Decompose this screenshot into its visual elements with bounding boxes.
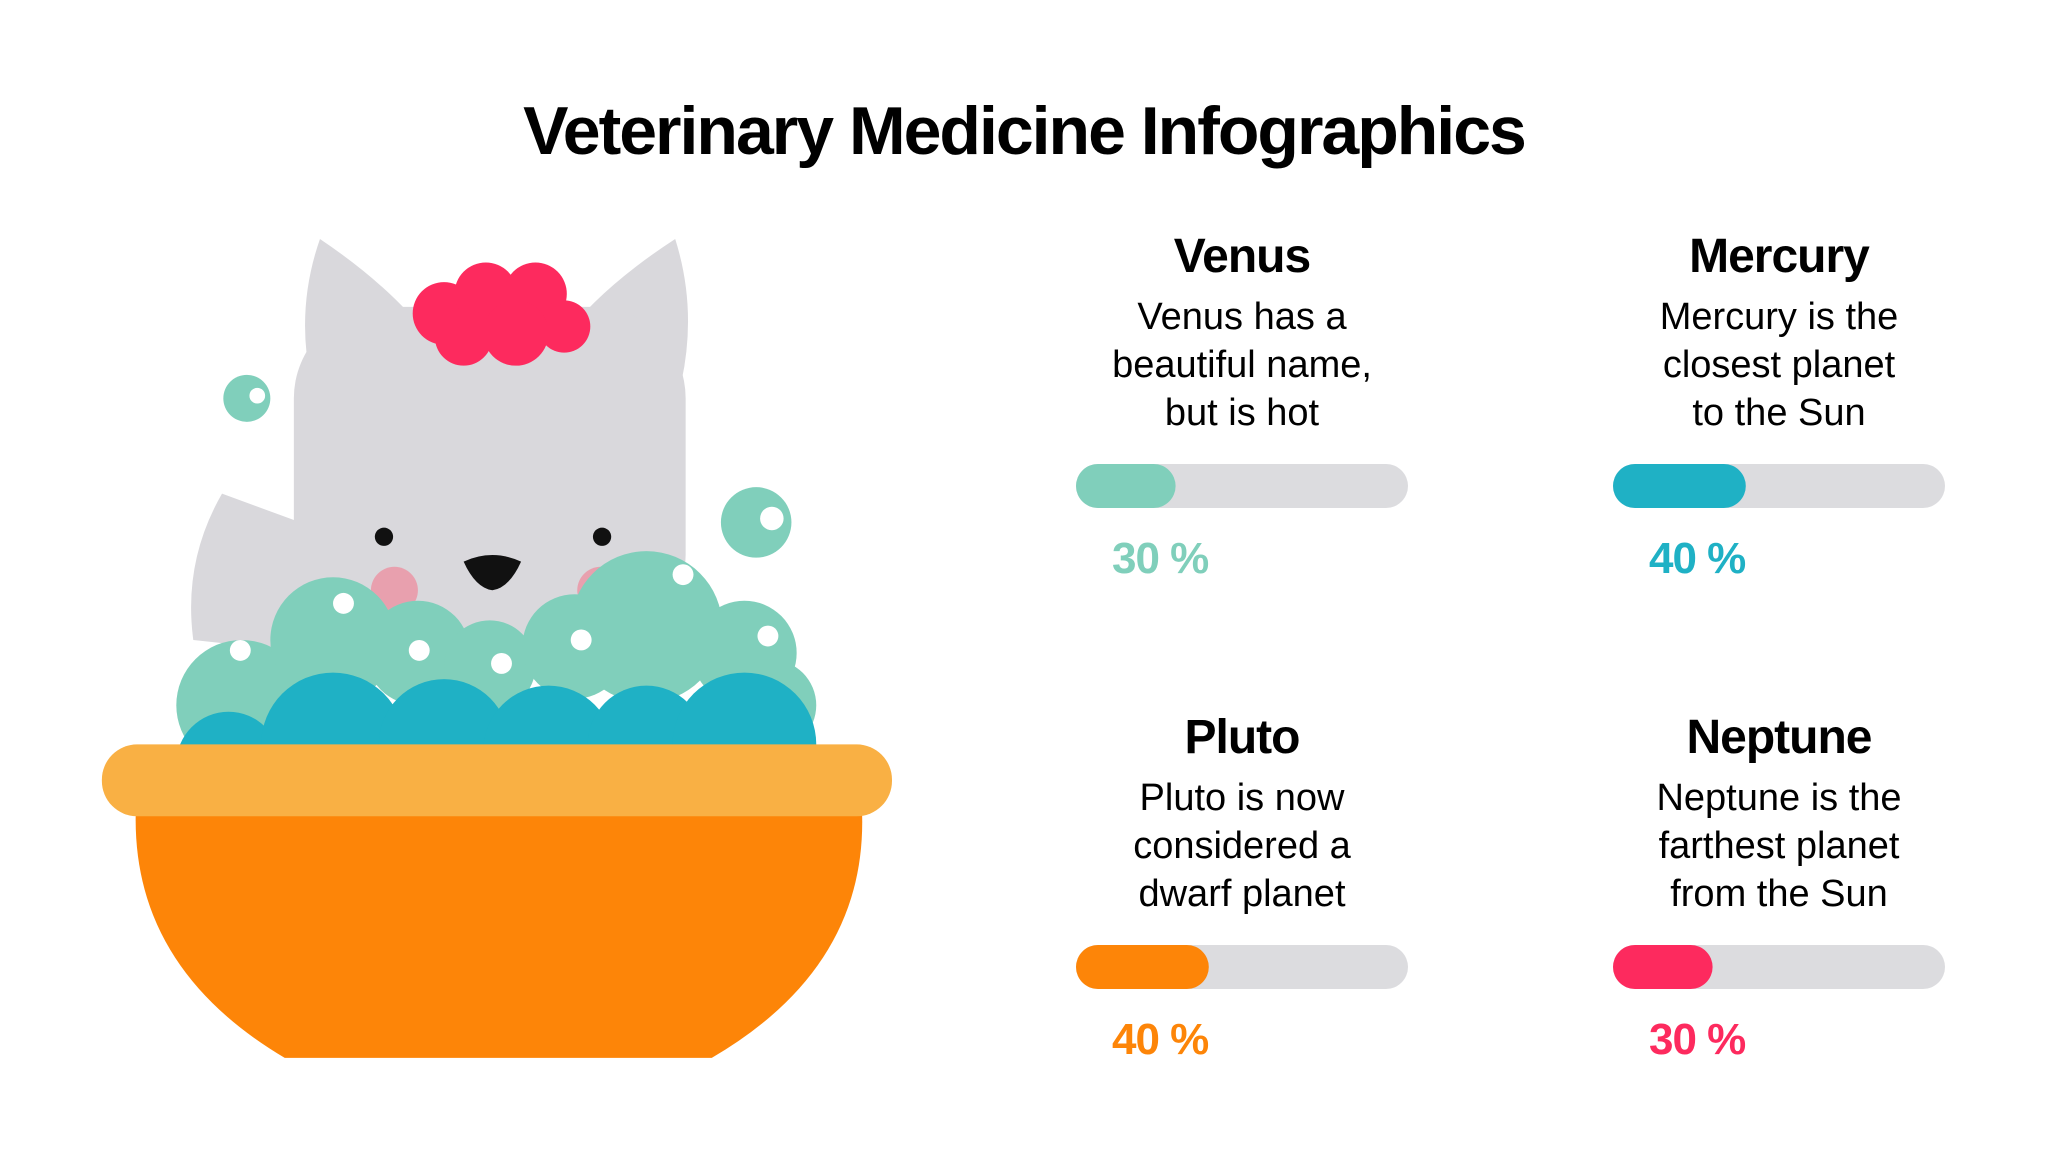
items: Venus Venus has a beautiful name, but is ho…: [1076, 230, 1945, 1064]
item-text: beautiful name,: [1112, 344, 1372, 386]
item-text: Venus has a: [1137, 296, 1347, 338]
item-text: Mercury is the: [1660, 296, 1899, 338]
progress-label: 30 %: [1112, 534, 1208, 583]
item-text: farthest planet: [1659, 825, 1900, 867]
progress-label: 40 %: [1649, 534, 1745, 583]
item-text: dwarf planet: [1138, 873, 1345, 915]
progress-label: 40 %: [1112, 1015, 1208, 1064]
progress-fill: [1076, 945, 1209, 989]
item-heading: Mercury: [1689, 230, 1870, 283]
item-text: but is hot: [1165, 392, 1320, 434]
progress-fill: [1076, 464, 1176, 508]
item-heading: Pluto: [1185, 711, 1300, 764]
item-heading: Venus: [1174, 230, 1310, 283]
title: Veterinary Medicine Infographics: [523, 93, 1525, 169]
item-heading: Neptune: [1687, 711, 1872, 764]
item-text: Pluto is now: [1140, 777, 1345, 819]
item-text: considered a: [1133, 825, 1351, 867]
progress-fill: [1613, 945, 1713, 989]
illustration: [101, 238, 892, 1058]
progress-label: 30 %: [1649, 1015, 1745, 1064]
item-text: closest planet: [1663, 344, 1896, 386]
progress-fill: [1613, 464, 1746, 508]
item-text: from the Sun: [1670, 873, 1888, 915]
item-text: Neptune is the: [1656, 777, 1901, 819]
item-text: to the Sun: [1692, 392, 1865, 434]
